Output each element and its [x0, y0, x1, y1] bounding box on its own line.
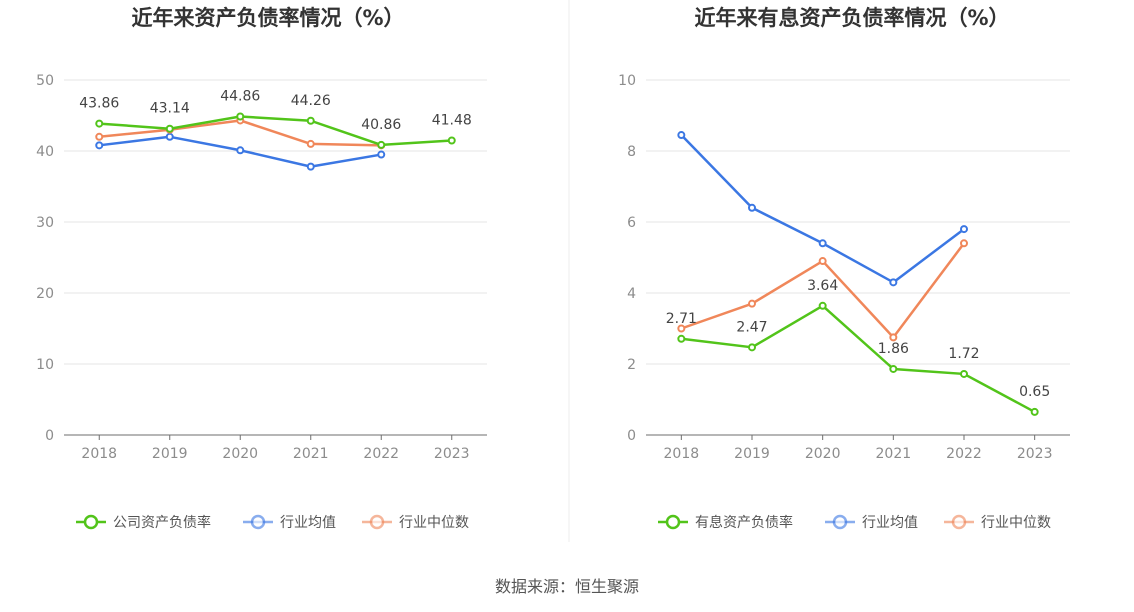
data-point: [306, 116, 315, 125]
data-point: [95, 141, 104, 150]
data-point: [236, 112, 245, 121]
legend-swatch-marker: [665, 514, 681, 530]
legend-swatch-marker: [250, 514, 266, 530]
data-point: [889, 278, 898, 287]
data-point: [748, 203, 756, 212]
data-point: [1030, 407, 1039, 416]
data-point: [748, 299, 756, 308]
data-label: 2.71: [666, 311, 697, 327]
data-point: [677, 334, 686, 343]
y-tick-label: 40: [36, 144, 54, 160]
data-label: 44.26: [291, 93, 331, 109]
series-line: [99, 115, 452, 147]
data-point: [447, 136, 456, 145]
y-tick-label: 20: [36, 286, 54, 302]
y-tick-label: 10: [618, 73, 636, 89]
data-source-note: 数据来源：恒生聚源: [495, 577, 639, 596]
data-point: [165, 124, 174, 133]
data-point: [748, 343, 756, 352]
y-tick-label: 4: [627, 286, 636, 302]
data-point: [960, 369, 968, 378]
legend-swatch-marker: [83, 514, 99, 530]
x-tick-label: 2020: [222, 446, 258, 462]
data-point: [95, 119, 104, 128]
y-tick-label: 0: [627, 428, 636, 444]
x-tick-label: 2020: [805, 446, 841, 462]
data-label: 40.86: [361, 117, 401, 133]
legend-label: 行业中位数: [981, 515, 1051, 531]
data-label: 1.86: [878, 341, 909, 357]
x-tick-label: 2023: [1017, 446, 1053, 462]
y-tick-label: 6: [627, 215, 636, 231]
right-chart: 近年来有息资产负债率情况（%） 0 2 4 6 8 10 2018 2019 2020 2021 20…: [618, 6, 1070, 531]
data-point: [236, 146, 245, 155]
data-point: [677, 131, 686, 140]
data-point: [306, 139, 315, 148]
data-label: 3.64: [807, 278, 838, 294]
data-label: 44.86: [220, 88, 260, 104]
x-tick-label: 2018: [664, 446, 700, 462]
chart-title: 近年来有息资产负债率情况（%）: [694, 6, 1009, 30]
y-tick-label: 10: [36, 357, 54, 373]
x-tick-label: 2022: [946, 446, 982, 462]
legend-swatch-marker: [951, 514, 967, 530]
y-tick-label: 50: [36, 73, 54, 89]
legend-label: 行业均值: [862, 515, 918, 531]
series-line: [681, 304, 1036, 414]
y-tick-label: 0: [45, 428, 54, 444]
left-chart: 近年来资产负债率情况（%） 0 10 20 30 40 50 2018 2019 2020 2021…: [36, 6, 487, 531]
chart-title: 近年来资产负债率情况（%）: [131, 6, 404, 30]
x-tick-label: 2021: [293, 446, 329, 462]
data-label: 1.72: [948, 346, 979, 362]
y-tick-label: 8: [627, 144, 636, 160]
legend-label: 行业均值: [280, 515, 336, 531]
data-point: [889, 333, 898, 342]
x-tick-label: 2023: [434, 446, 470, 462]
data-point: [818, 301, 827, 310]
legend-swatch-marker: [832, 514, 848, 530]
x-tick-label: 2019: [152, 446, 188, 462]
legend-swatch-marker: [369, 514, 385, 530]
data-point: [889, 364, 898, 373]
legend-label: 公司资产负债率: [113, 514, 211, 531]
data-label: 0.65: [1019, 384, 1050, 400]
legend-label: 有息资产负债率: [695, 514, 793, 531]
data-label: 43.14: [150, 101, 190, 117]
data-label: 41.48: [432, 112, 472, 128]
data-point: [818, 239, 827, 248]
y-tick-label: 30: [36, 215, 54, 231]
legend-label: 行业中位数: [399, 515, 469, 531]
x-tick-label: 2021: [876, 446, 912, 462]
x-tick-label: 2019: [734, 446, 770, 462]
x-tick-label: 2018: [81, 446, 117, 462]
data-point: [306, 162, 315, 171]
data-point: [960, 225, 968, 234]
data-point: [165, 132, 174, 141]
data-point: [377, 150, 386, 159]
data-point: [818, 257, 827, 266]
data-label: 43.86: [79, 96, 119, 112]
y-tick-label: 2: [627, 357, 636, 373]
data-point: [960, 239, 968, 248]
data-point: [677, 324, 686, 333]
x-tick-label: 2022: [363, 446, 399, 462]
data-point: [377, 140, 386, 149]
data-label: 2.47: [736, 319, 767, 335]
data-point: [95, 132, 104, 141]
